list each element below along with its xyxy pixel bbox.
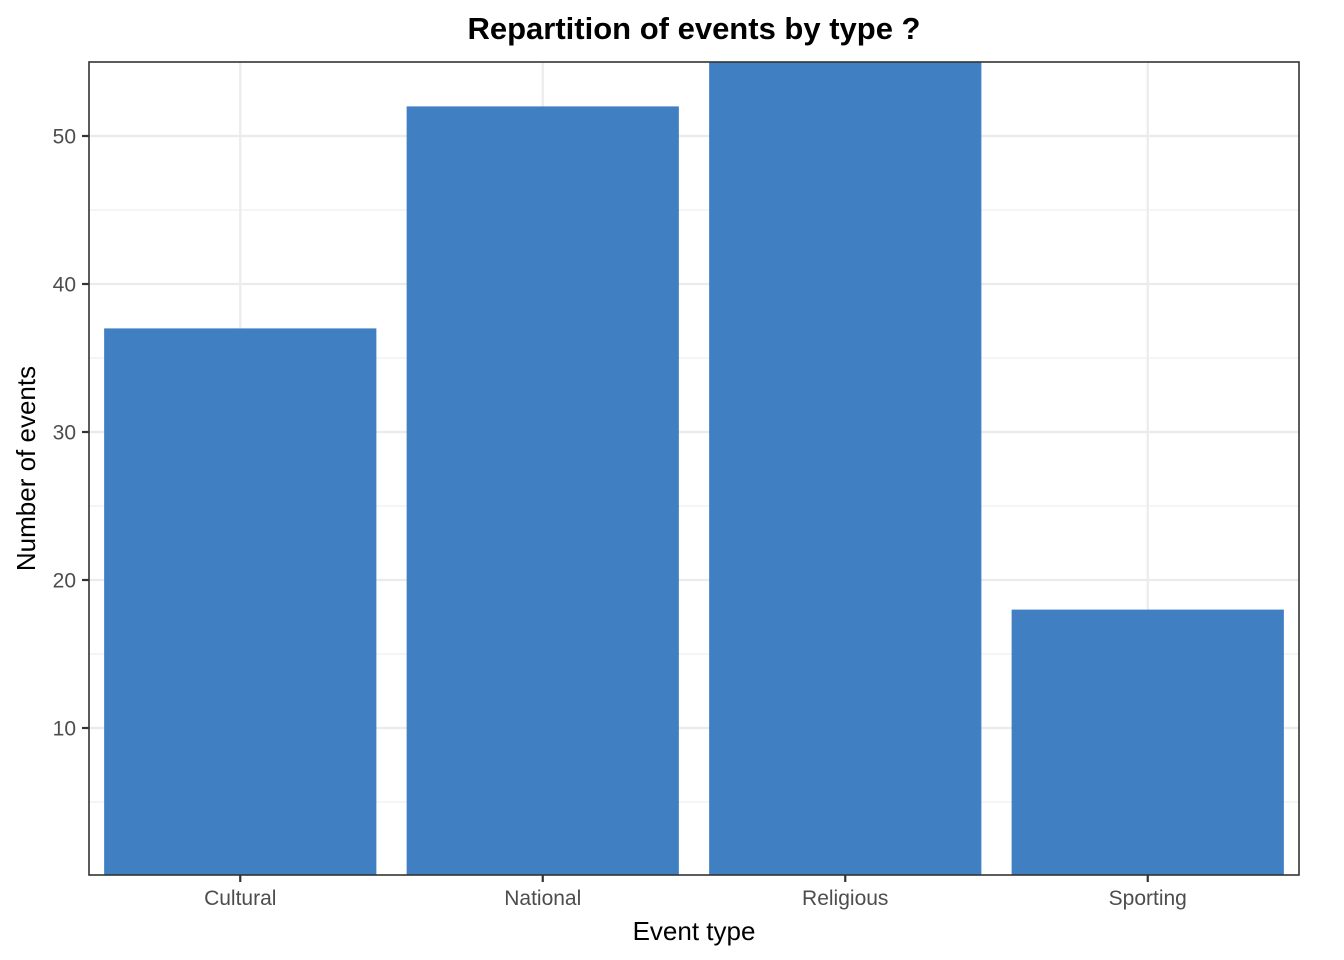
bar-national <box>406 106 679 875</box>
chart-title: Repartition of events by type ? <box>467 11 920 46</box>
bars <box>104 62 1284 875</box>
bar-religious <box>709 62 982 875</box>
bar-sporting <box>1011 609 1284 875</box>
y-axis-title: Number of events <box>11 366 41 571</box>
axis-ticks: 10 20 30 40 50 Cultural National Religious Sport… <box>53 126 1187 911</box>
plot-panel-border <box>88 61 1300 876</box>
bar-cultural <box>104 328 377 875</box>
x-tick-label-cultural: Cultural <box>204 887 276 910</box>
y-tick-label: 50 <box>53 126 76 149</box>
x-axis-title: Event type <box>633 916 756 946</box>
y-tick-label: 20 <box>53 570 76 593</box>
y-tick-label: 10 <box>53 718 76 741</box>
x-tick-label-national: National <box>504 887 581 910</box>
x-tick-label-sporting: Sporting <box>1109 887 1187 910</box>
y-tick-label: 40 <box>53 274 76 297</box>
x-tick-label-religious: Religious <box>802 887 888 910</box>
y-tick-label: 30 <box>53 422 76 445</box>
